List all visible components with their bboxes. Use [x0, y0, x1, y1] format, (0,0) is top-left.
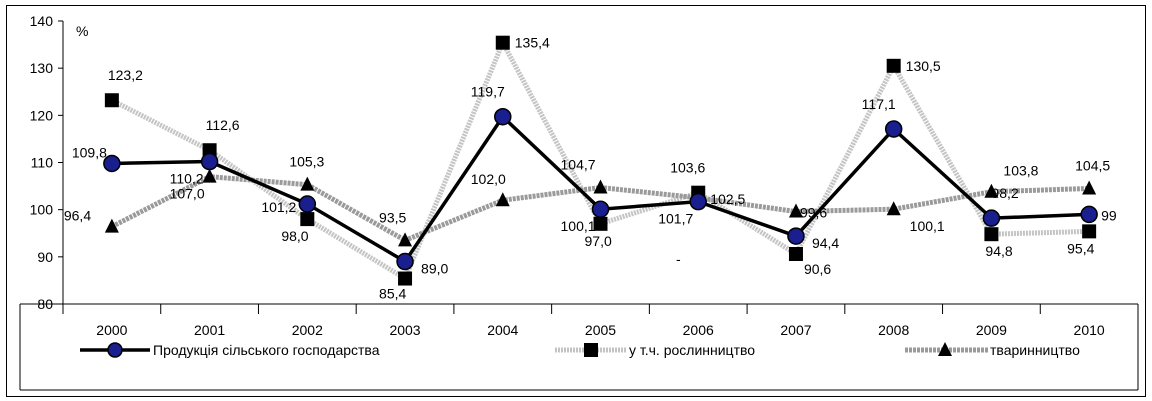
x-tick-label: 2007: [780, 322, 811, 338]
x-tick-label: 2003: [389, 322, 420, 338]
data-label: 97,0: [585, 233, 612, 249]
data-label: 107,0: [170, 186, 205, 202]
series-0-point: [886, 121, 902, 137]
y-tick-label: 130: [30, 60, 54, 76]
y-tick-label: 100: [30, 202, 54, 218]
data-label: 94,8: [985, 243, 1012, 259]
data-label: 100,1: [561, 218, 596, 234]
series-1-point: [789, 247, 803, 261]
series-0-point: [788, 228, 804, 244]
x-tick-label: 2008: [878, 322, 909, 338]
series-1-point: [300, 212, 314, 226]
series-0-point: [983, 210, 999, 226]
series-0-point: [202, 154, 218, 170]
y-tick-label: 120: [30, 107, 54, 123]
x-tick-label: 2005: [585, 322, 616, 338]
series-1-point: [594, 217, 608, 231]
series-1-point: [105, 93, 119, 107]
x-tick-label: 2001: [194, 322, 225, 338]
data-label: 94,4: [812, 235, 839, 251]
data-label: 99: [1101, 207, 1117, 223]
data-label: 123,2: [108, 67, 143, 83]
series-1-point: [1082, 224, 1096, 238]
series-1-point: [496, 36, 510, 50]
x-tick-label: 2000: [96, 322, 127, 338]
data-label: 109,8: [72, 144, 107, 160]
data-label: 100,1: [910, 218, 945, 234]
data-label: 101,2: [261, 199, 296, 215]
y-tick-label: 90: [37, 249, 53, 265]
y-axis-label: %: [76, 23, 88, 39]
series-0-point: [690, 194, 706, 210]
y-tick-label: 140: [30, 13, 54, 29]
x-tick-label: 2002: [292, 322, 323, 338]
x-tick-label: 2010: [1074, 322, 1105, 338]
legend-label-0: Продукція сільського господарства: [153, 342, 380, 358]
series-1-point: [887, 59, 901, 73]
data-label: 95,4: [1067, 240, 1094, 256]
series-0-point: [1081, 206, 1097, 222]
data-label: 89,0: [421, 261, 448, 277]
data-label: 102,0: [471, 171, 506, 187]
series-0-point: [397, 254, 413, 270]
data-label: 98,0: [281, 228, 308, 244]
series-1-point: [398, 272, 412, 286]
data-label: 103,6: [670, 160, 705, 176]
data-label: 104,5: [1075, 157, 1110, 173]
data-label: 85,4: [379, 286, 406, 302]
data-label: 135,4: [515, 35, 550, 51]
data-label: 117,1: [862, 96, 896, 112]
data-label: 102,5: [710, 191, 745, 207]
x-tick-label: 2006: [683, 322, 714, 338]
data-label: 98,2: [991, 185, 1018, 201]
series-1-point: [984, 227, 998, 241]
x-tick-label: 2009: [976, 322, 1007, 338]
data-label: 103,8: [1003, 163, 1038, 179]
data-label: 101,7: [658, 211, 693, 227]
series-0-point: [299, 196, 315, 212]
x-tick-label: 2004: [487, 322, 518, 338]
data-label: 104,7: [561, 156, 596, 172]
data-label: 99,6: [800, 205, 827, 221]
legend-label-2: тваринництво: [990, 342, 1080, 358]
data-label: 90,6: [804, 261, 831, 277]
data-label: 110,2: [170, 171, 204, 187]
legend-label-1: у т.ч. рослинництво: [629, 342, 755, 358]
y-tick-label: 110: [31, 155, 54, 171]
data-label: 112,6: [206, 117, 240, 133]
annotation-mark: -: [676, 251, 681, 267]
series-2-point: [1082, 180, 1096, 194]
legend-marker-1: [584, 343, 598, 357]
data-label: 105,3: [289, 154, 324, 170]
data-label: 130,5: [906, 58, 941, 74]
data-label: 93,5: [379, 209, 406, 225]
series-0-point: [593, 201, 609, 217]
data-label: 96,4: [64, 208, 91, 224]
series-0-point: [495, 109, 511, 125]
data-label: 119,7: [471, 84, 505, 100]
legend-marker-0: [108, 343, 122, 357]
